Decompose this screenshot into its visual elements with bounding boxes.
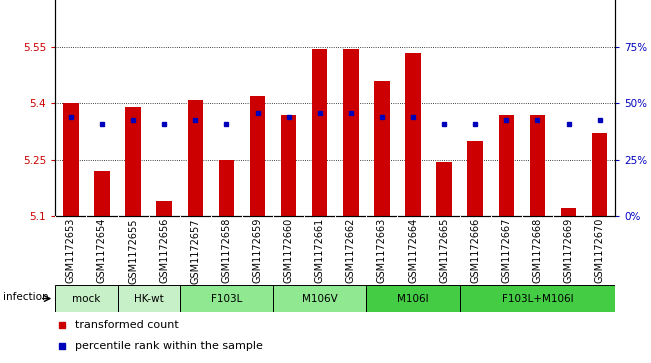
Bar	[187, 100, 203, 216]
Text: GSM1172653: GSM1172653	[66, 218, 76, 284]
Text: GSM1172665: GSM1172665	[439, 218, 449, 284]
Text: GSM1172661: GSM1172661	[314, 218, 325, 283]
Text: F103L+M106I: F103L+M106I	[502, 294, 574, 303]
Bar	[219, 160, 234, 216]
Text: F103L: F103L	[211, 294, 242, 303]
Bar	[530, 115, 545, 216]
Bar	[312, 49, 327, 216]
Bar	[55, 285, 118, 311]
Text: GSM1172660: GSM1172660	[284, 218, 294, 283]
Text: GSM1172657: GSM1172657	[190, 218, 201, 284]
Text: GSM1172666: GSM1172666	[470, 218, 480, 283]
Text: GSM1172663: GSM1172663	[377, 218, 387, 283]
Text: mock: mock	[72, 294, 101, 303]
Bar	[405, 53, 421, 216]
Bar	[436, 162, 452, 216]
Bar	[125, 107, 141, 216]
Text: GSM1172658: GSM1172658	[221, 218, 231, 284]
Text: GSM1172659: GSM1172659	[253, 218, 262, 284]
Bar	[343, 49, 359, 216]
Bar	[499, 115, 514, 216]
Bar	[180, 285, 273, 311]
Text: M106I: M106I	[397, 294, 429, 303]
Text: GSM1172662: GSM1172662	[346, 218, 356, 284]
Bar	[94, 171, 110, 216]
Text: GSM1172669: GSM1172669	[564, 218, 574, 283]
Bar	[156, 201, 172, 216]
Bar	[460, 285, 615, 311]
Bar	[63, 103, 79, 216]
Bar	[118, 285, 180, 311]
Bar	[561, 208, 576, 216]
Text: infection: infection	[3, 292, 48, 302]
Text: transformed count: transformed count	[75, 321, 178, 330]
Text: GSM1172654: GSM1172654	[97, 218, 107, 284]
Text: GSM1172656: GSM1172656	[159, 218, 169, 284]
Text: GSM1172668: GSM1172668	[533, 218, 542, 283]
Text: percentile rank within the sample: percentile rank within the sample	[75, 341, 263, 351]
Text: GSM1172670: GSM1172670	[594, 218, 605, 284]
Bar	[592, 134, 607, 216]
Bar	[281, 115, 296, 216]
Text: GSM1172655: GSM1172655	[128, 218, 138, 284]
Bar	[250, 96, 265, 216]
Bar	[467, 141, 483, 216]
Text: GSM1172667: GSM1172667	[501, 218, 511, 284]
Bar	[367, 285, 460, 311]
Bar	[374, 81, 390, 216]
Bar	[273, 285, 367, 311]
Text: M106V: M106V	[302, 294, 338, 303]
Text: GSM1172664: GSM1172664	[408, 218, 418, 283]
Text: HK-wt: HK-wt	[133, 294, 163, 303]
